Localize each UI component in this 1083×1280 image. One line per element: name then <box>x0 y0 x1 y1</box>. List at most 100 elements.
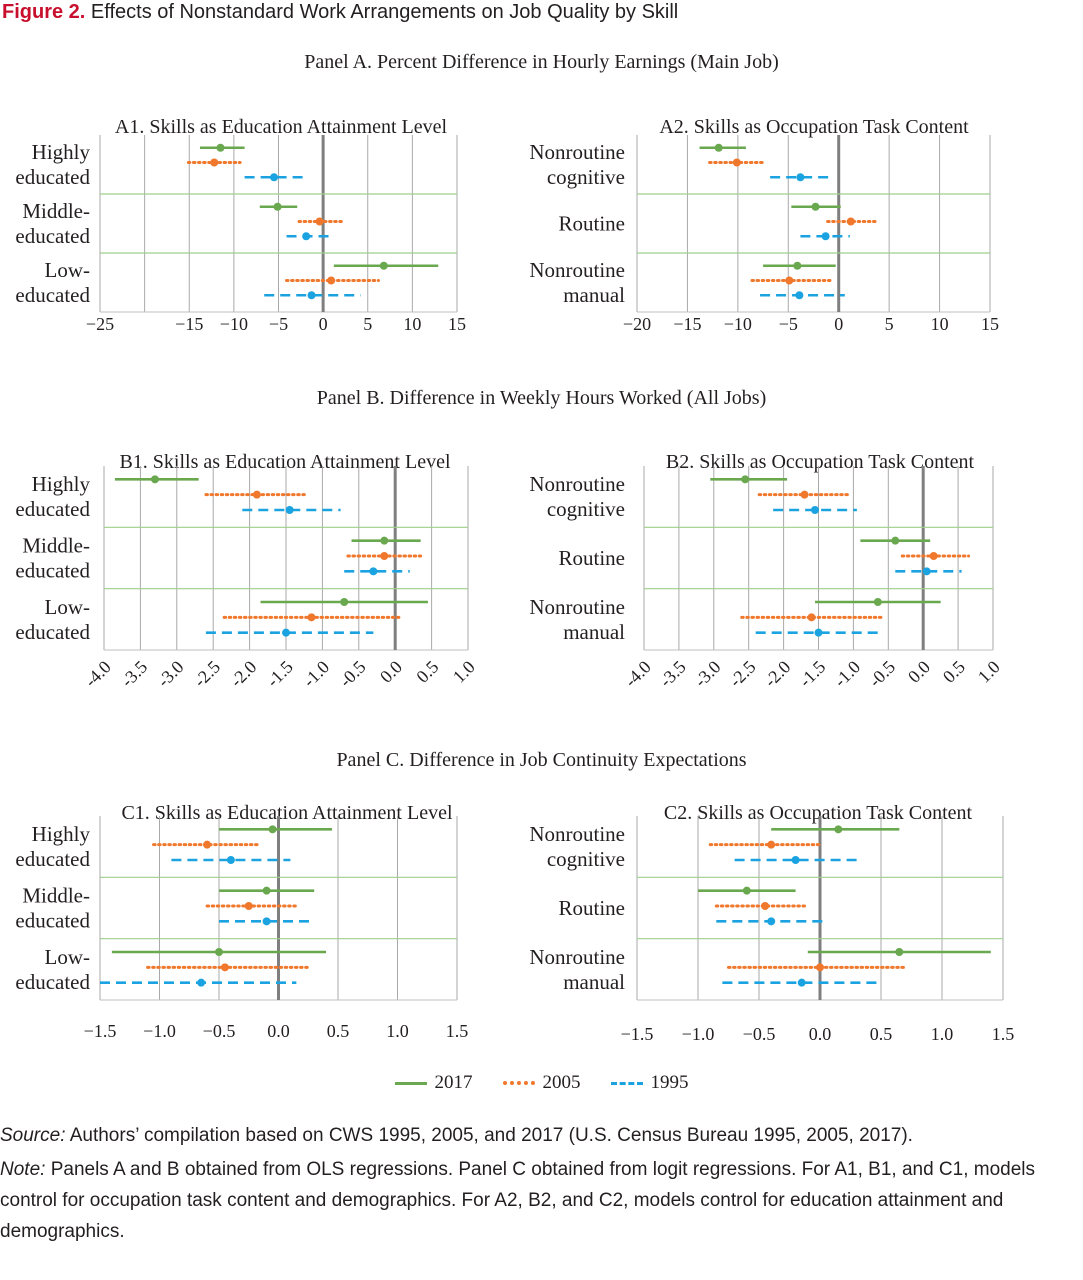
figure-label: Figure 2. <box>2 1 86 23</box>
errorbar-charts: A1. Skills as Education Attainment Level… <box>15 116 1015 1044</box>
figure-title-text: Effects of Nonstandard Work Arrangements… <box>90 1 679 23</box>
c1-tick-label: −0.5 <box>203 1021 236 1041</box>
note-label: Note: <box>0 1159 46 1180</box>
a1-point-2005 <box>210 158 219 167</box>
c2-point-2017 <box>742 886 751 895</box>
b1-point-1995 <box>285 506 294 514</box>
b1-tick-label: -2.5 <box>190 657 224 691</box>
c2-point-2005 <box>761 902 770 910</box>
a2-tick-label: 15 <box>981 314 999 334</box>
a1-category-label: educated <box>15 224 90 248</box>
c2-tick-label: 0.5 <box>870 1024 893 1044</box>
c2-point-2017 <box>834 825 843 834</box>
a2-tick-label: −5 <box>779 314 798 334</box>
b2-point-1995 <box>922 567 931 576</box>
c1-category-label: educated <box>15 847 90 871</box>
a1-tick-label: −5 <box>269 314 288 334</box>
a2-tick-label: 10 <box>931 314 949 334</box>
a1-tick-label: 10 <box>403 314 421 334</box>
b1-category-label: educated <box>15 620 90 644</box>
c1-category-label: educated <box>15 909 90 933</box>
c2-point-2005 <box>816 963 824 972</box>
a1-tick-label: 15 <box>448 314 466 334</box>
b1-tick-label: 0.5 <box>412 657 442 687</box>
b1-tick-label: -4.0 <box>81 657 115 691</box>
b2-point-2005 <box>929 552 938 560</box>
a2-category-label: Routine <box>559 212 626 236</box>
legend-label-2005: 2005 <box>542 1072 581 1093</box>
a2-point-1995 <box>795 291 804 300</box>
a2-point-2005 <box>785 276 794 285</box>
a1-point-1995 <box>302 232 311 241</box>
b1-category-label: Middle- <box>22 534 90 558</box>
c2-point-1995 <box>767 917 776 926</box>
b2-tick-label: 0.5 <box>939 657 969 687</box>
b2-tick-label: -3.0 <box>690 657 724 691</box>
b2-tick-label: -0.5 <box>865 657 899 691</box>
a1-title: A1. Skills as Education Attainment Level <box>115 116 448 138</box>
c2-category-label: Nonroutine <box>529 945 625 969</box>
source-text: Authors’ compilation based on CWS 1995, … <box>69 1125 913 1146</box>
b1-point-2005 <box>252 490 261 499</box>
b2-tick-label: -2.5 <box>725 657 759 691</box>
b2-tick-label: -4.0 <box>621 657 655 691</box>
legend-item-2005: 2005 <box>502 1072 581 1094</box>
c2-point-2005 <box>767 840 776 849</box>
a2-category-label: Nonroutine <box>529 258 625 282</box>
b1-point-1995 <box>282 628 290 637</box>
legend-swatch-1995 <box>610 1081 643 1085</box>
c2-tick-label: 1.5 <box>992 1024 1015 1044</box>
c2-category-label: manual <box>563 970 625 994</box>
a2-point-1995 <box>821 232 830 241</box>
b1-tick-label: -0.5 <box>335 657 369 691</box>
c1-tick-label: 1.5 <box>446 1021 469 1041</box>
a1-category-label: Middle- <box>22 199 90 223</box>
a2-category-label: Nonroutine <box>529 140 625 164</box>
b1-point-2017 <box>340 598 349 606</box>
a1-category-label: educated <box>15 165 90 189</box>
c2-tick-label: −1.0 <box>682 1024 715 1044</box>
b2-point-2017 <box>873 598 882 606</box>
a2-point-2017 <box>793 261 802 270</box>
b2-title: B2. Skills as Occupation Task Content <box>666 451 975 473</box>
c1-category-label: educated <box>15 970 90 994</box>
a2-category-label: cognitive <box>547 165 625 189</box>
b1-category-label: educated <box>15 497 90 521</box>
a2-point-2017 <box>811 202 820 211</box>
b2-category-label: Nonroutine <box>529 595 625 619</box>
b1-tick-label: -3.5 <box>117 657 151 691</box>
b1-title: B1. Skills as Education Attainment Level <box>119 451 451 473</box>
b1-tick-label: -2.0 <box>226 657 260 691</box>
a2-point-2017 <box>714 143 723 152</box>
a2-point-2005 <box>732 158 741 167</box>
c1-tick-label: 0.0 <box>267 1021 290 1041</box>
source-label: Source: <box>0 1125 66 1146</box>
a1-tick-label: −15 <box>175 314 203 334</box>
b2-category-label: Nonroutine <box>529 472 625 496</box>
panel-b-title: Panel B. Difference in Weekly Hours Work… <box>316 387 767 409</box>
panel-c-title: Panel C. Difference in Job Continuity Ex… <box>336 749 747 771</box>
a1-tick-label: 5 <box>363 314 372 334</box>
c1-point-2005 <box>244 902 253 910</box>
c1-point-2017 <box>262 886 271 895</box>
a2-title: A2. Skills as Occupation Task Content <box>659 116 969 138</box>
c2-tick-label: 1.0 <box>931 1024 954 1044</box>
legend: 2017 2005 1995 <box>0 1072 1083 1094</box>
a2-tick-label: −15 <box>673 314 701 334</box>
panel-a-title: Panel A. Percent Difference in Hourly Ea… <box>304 51 779 73</box>
c1-point-2005 <box>220 963 229 972</box>
note-text: Panels A and B obtained from OLS regress… <box>0 1159 1036 1242</box>
c2-point-2017 <box>895 948 904 956</box>
c1-point-2017 <box>215 948 223 956</box>
b2-tick-label: 0.0 <box>904 657 934 687</box>
c2-category-label: Nonroutine <box>529 822 625 846</box>
c2-tick-label: −0.5 <box>743 1024 776 1044</box>
legend-label-2017: 2017 <box>434 1072 473 1093</box>
a1-point-2017 <box>379 261 388 270</box>
c1-point-1995 <box>262 917 271 926</box>
a2-tick-label: −20 <box>623 314 651 334</box>
b1-tick-label: -1.0 <box>299 657 333 691</box>
legend-label-1995: 1995 <box>650 1072 689 1093</box>
a2-tick-label: 0 <box>834 314 843 334</box>
c2-category-label: cognitive <box>547 847 625 871</box>
